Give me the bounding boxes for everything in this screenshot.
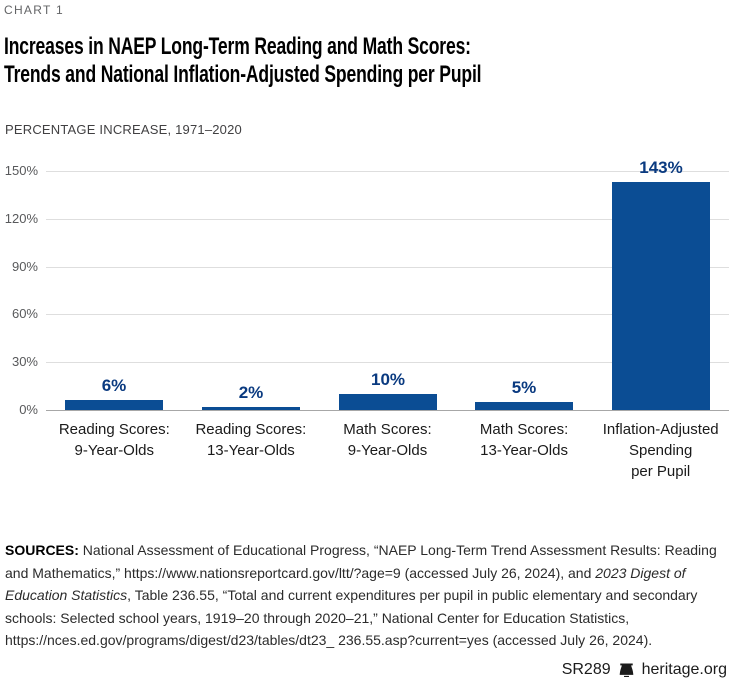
bar: [65, 400, 163, 410]
chart-kicker: CHART 1: [4, 3, 65, 17]
x-tick-label: Math Scores: 9-Year-Olds: [343, 421, 432, 459]
gridline: [46, 267, 729, 268]
bar-value-label: 5%: [511, 378, 537, 397]
footer: SR289 heritage.org: [562, 661, 727, 679]
sources-text: National Assessment of Educational Progr…: [5, 542, 717, 648]
bar: [475, 402, 573, 410]
x-tick-label: Reading Scores: 9-Year-Olds: [58, 421, 170, 459]
bar-chart: 0% 30% 60% 90% 120% 150% 6% 2% 10% 5% 143% Reading …: [0, 155, 734, 495]
gridline: [46, 219, 729, 220]
x-axis-line: [46, 410, 729, 411]
x-axis-labels: Reading Scores: 9-Year-Olds Reading Score…: [46, 419, 729, 482]
page-title: Increases in NAEP Long-Term Reading and …: [4, 33, 658, 89]
x-tick-label: Math Scores: 13-Year-Olds: [479, 421, 569, 459]
title-line-2: Trends and National Inflation-Adjusted S…: [4, 61, 482, 88]
sources-note: SOURCES: National Assessment of Educatio…: [5, 539, 728, 652]
y-tick-label: 150%: [4, 163, 38, 178]
gridline: [46, 171, 729, 172]
title-line-1: Increases in NAEP Long-Term Reading and …: [4, 33, 471, 60]
chart-subtitle: PERCENTAGE INCREASE, 1971–2020: [5, 122, 242, 137]
bar-value-label: 143%: [639, 158, 683, 177]
x-tick-label: Reading Scores: 13-Year-Olds: [195, 421, 307, 459]
y-tick-label: 30%: [11, 354, 38, 369]
sources-label: SOURCES:: [5, 542, 79, 558]
bar: [202, 407, 300, 410]
site-link: heritage.org: [641, 661, 727, 678]
bar-value-label: 10%: [370, 370, 406, 389]
y-tick-label: 120%: [4, 211, 38, 226]
bar-value-label: 6%: [101, 376, 127, 395]
y-tick-label: 0%: [19, 402, 38, 417]
heritage-bell-icon: [619, 663, 633, 677]
y-tick-label: 90%: [11, 259, 38, 274]
bar: [339, 394, 437, 410]
gridline: [46, 314, 729, 315]
sources-segment-italic: 2023 Digest of Education Statistics: [5, 564, 686, 604]
report-id: SR289: [561, 661, 611, 678]
gridline: [46, 362, 729, 363]
x-tick-label: Inflation-Adjusted Spending per Pupil: [602, 421, 719, 480]
sources-segment: National Assessment of Educational Progr…: [5, 542, 717, 581]
bar: [612, 182, 710, 410]
sources-segment: , Table 236.55, “Total and current expen…: [5, 587, 698, 648]
y-tick-label: 60%: [11, 306, 38, 321]
bar-value-label: 2%: [238, 383, 264, 402]
